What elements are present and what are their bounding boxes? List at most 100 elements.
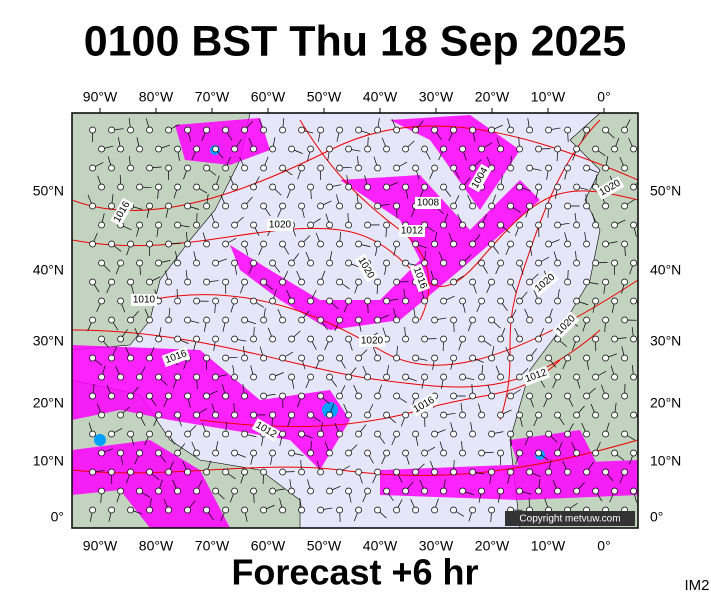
station — [242, 393, 248, 399]
station — [451, 393, 457, 399]
station — [622, 203, 628, 209]
station — [546, 431, 552, 437]
station — [251, 450, 257, 456]
lat-label: 40°N — [650, 262, 681, 278]
station — [375, 431, 381, 437]
station — [299, 469, 305, 475]
station — [289, 450, 295, 456]
station — [308, 260, 314, 266]
station — [441, 260, 447, 266]
station — [498, 260, 504, 266]
station — [194, 450, 200, 456]
station — [318, 469, 324, 475]
lat-label: 10°N — [33, 453, 64, 469]
station — [612, 374, 618, 380]
station — [327, 260, 333, 266]
station — [527, 431, 533, 437]
station — [166, 507, 172, 513]
station — [147, 507, 153, 513]
station — [622, 241, 628, 247]
station — [451, 469, 457, 475]
station — [223, 355, 229, 361]
station — [204, 507, 210, 513]
station — [593, 374, 599, 380]
station — [546, 127, 552, 133]
station — [156, 374, 162, 380]
station — [261, 355, 267, 361]
station — [536, 450, 542, 456]
station — [223, 279, 229, 285]
station — [593, 222, 599, 228]
station — [603, 469, 609, 475]
station — [346, 298, 352, 304]
station — [147, 393, 153, 399]
station — [156, 146, 162, 152]
station — [451, 317, 457, 323]
station — [166, 165, 172, 171]
station — [213, 184, 219, 190]
station — [470, 317, 476, 323]
station — [299, 317, 305, 323]
station — [327, 146, 333, 152]
station — [470, 507, 476, 513]
station — [299, 355, 305, 361]
station — [631, 222, 637, 228]
station — [337, 241, 343, 247]
lat-label: 20°N — [650, 395, 681, 411]
station — [242, 355, 248, 361]
station — [147, 241, 153, 247]
station — [546, 203, 552, 209]
station — [308, 412, 314, 418]
station — [175, 222, 181, 228]
isobar-label: 1012 — [401, 226, 424, 237]
station — [109, 393, 115, 399]
station — [432, 431, 438, 437]
lat-label: 50°N — [650, 183, 681, 199]
image-code: IM2 — [684, 577, 709, 594]
station — [375, 241, 381, 247]
station — [536, 222, 542, 228]
station — [527, 317, 533, 323]
station — [394, 317, 400, 323]
station — [137, 184, 143, 190]
station — [565, 127, 571, 133]
station — [460, 184, 466, 190]
station — [451, 203, 457, 209]
station — [384, 298, 390, 304]
station — [498, 450, 504, 456]
station — [109, 507, 115, 513]
station — [128, 355, 134, 361]
station — [631, 374, 637, 380]
station — [175, 298, 181, 304]
lat-label: 50°N — [33, 183, 64, 199]
station — [527, 279, 533, 285]
station — [213, 260, 219, 266]
station — [156, 488, 162, 494]
station — [555, 146, 561, 152]
station — [498, 488, 504, 494]
station — [479, 450, 485, 456]
station — [232, 260, 238, 266]
station — [346, 336, 352, 342]
station — [147, 165, 153, 171]
station — [631, 260, 637, 266]
station — [384, 146, 390, 152]
lon-label: 50°W — [307, 89, 342, 105]
station — [432, 241, 438, 247]
station — [441, 450, 447, 456]
station — [308, 374, 314, 380]
station — [156, 184, 162, 190]
station — [109, 431, 115, 437]
station — [584, 127, 590, 133]
station — [118, 412, 124, 418]
station — [375, 165, 381, 171]
station — [356, 203, 362, 209]
station — [109, 355, 115, 361]
station — [327, 184, 333, 190]
station — [489, 507, 495, 513]
station — [175, 412, 181, 418]
station — [403, 488, 409, 494]
station — [565, 355, 571, 361]
station — [289, 146, 295, 152]
station — [555, 298, 561, 304]
